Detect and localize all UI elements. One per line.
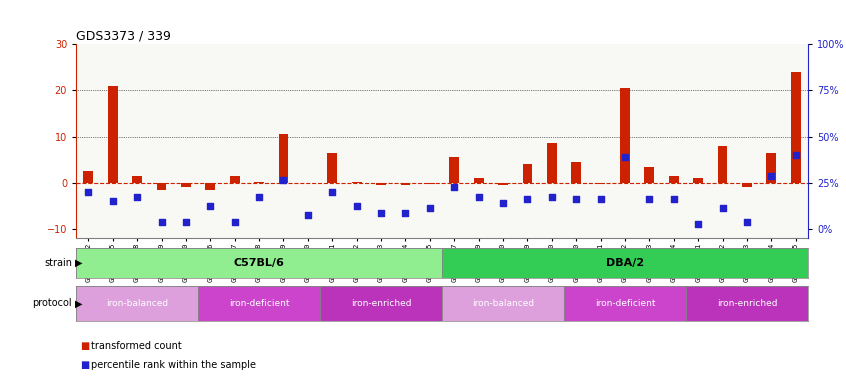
Bar: [693, 178, 703, 183]
Point: [423, 205, 437, 211]
Bar: [669, 176, 678, 183]
Bar: [181, 183, 191, 187]
Bar: [791, 72, 800, 183]
Text: ▶: ▶: [75, 258, 83, 268]
Point: [448, 184, 461, 190]
Text: iron-deficient: iron-deficient: [595, 299, 656, 308]
Point: [374, 210, 387, 216]
Text: iron-balanced: iron-balanced: [106, 299, 168, 308]
Text: C57BL/6: C57BL/6: [233, 258, 284, 268]
Text: percentile rank within the sample: percentile rank within the sample: [91, 360, 256, 370]
Bar: [230, 176, 239, 183]
Text: transformed count: transformed count: [91, 341, 182, 351]
Point: [155, 219, 168, 225]
Point: [179, 219, 193, 225]
Bar: [442, 248, 808, 278]
Bar: [474, 178, 484, 183]
Bar: [571, 162, 581, 183]
Bar: [352, 182, 361, 183]
Bar: [498, 183, 508, 185]
Point: [667, 196, 680, 202]
Text: strain: strain: [44, 258, 72, 268]
Bar: [132, 176, 142, 183]
Point: [545, 194, 558, 200]
Bar: [320, 286, 442, 321]
Point: [326, 189, 339, 195]
Bar: [327, 153, 338, 183]
Point: [618, 154, 632, 161]
Point: [569, 196, 583, 202]
Bar: [425, 183, 435, 184]
Point: [301, 212, 315, 218]
Bar: [686, 286, 808, 321]
Bar: [742, 183, 752, 187]
Bar: [278, 134, 288, 183]
Point: [643, 196, 656, 202]
Text: GDS3373 / 339: GDS3373 / 339: [76, 29, 171, 42]
Bar: [596, 183, 606, 184]
Text: iron-balanced: iron-balanced: [472, 299, 534, 308]
Point: [740, 219, 754, 225]
Bar: [376, 183, 386, 185]
Point: [472, 194, 486, 200]
Text: ▶: ▶: [75, 298, 83, 308]
Point: [130, 194, 144, 200]
Point: [81, 189, 95, 195]
Point: [204, 203, 217, 209]
Bar: [564, 286, 686, 321]
Bar: [449, 157, 459, 183]
Text: protocol: protocol: [32, 298, 72, 308]
Point: [228, 219, 241, 225]
Bar: [107, 86, 118, 183]
Point: [716, 205, 729, 211]
Point: [277, 177, 290, 184]
Point: [252, 194, 266, 200]
Point: [398, 210, 412, 216]
Text: iron-deficient: iron-deficient: [228, 299, 289, 308]
Bar: [400, 183, 410, 185]
Bar: [442, 286, 564, 321]
Bar: [84, 171, 93, 183]
Text: iron-enriched: iron-enriched: [717, 299, 777, 308]
Point: [497, 200, 510, 207]
Bar: [76, 286, 198, 321]
Text: ■: ■: [80, 341, 90, 351]
Point: [106, 198, 119, 204]
Bar: [620, 88, 630, 183]
Point: [789, 152, 803, 158]
Point: [594, 196, 607, 202]
Bar: [198, 286, 320, 321]
Bar: [645, 167, 654, 183]
Bar: [206, 183, 215, 190]
Bar: [717, 146, 728, 183]
Bar: [523, 164, 532, 183]
Bar: [76, 248, 442, 278]
Bar: [157, 183, 167, 190]
Text: ■: ■: [80, 360, 90, 370]
Text: DBA/2: DBA/2: [606, 258, 644, 268]
Text: iron-enriched: iron-enriched: [351, 299, 411, 308]
Point: [350, 203, 364, 209]
Bar: [766, 153, 777, 183]
Point: [691, 221, 705, 227]
Point: [520, 196, 534, 202]
Point: [765, 173, 778, 179]
Bar: [254, 182, 264, 183]
Bar: [547, 144, 557, 183]
